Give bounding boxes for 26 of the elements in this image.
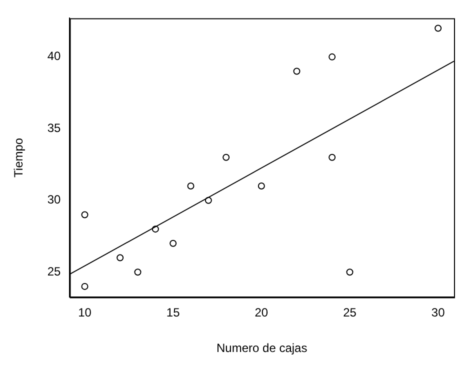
point	[293, 68, 300, 75]
y-tick-label: 35	[47, 120, 62, 135]
point	[152, 226, 159, 233]
y-axis-title: Tiempo	[12, 138, 26, 178]
x-tick-label: 25	[343, 306, 357, 320]
point	[258, 182, 265, 190]
point	[434, 24, 442, 32]
point	[81, 211, 88, 218]
y-tick-label: 40	[47, 49, 62, 64]
point	[81, 282, 88, 290]
point	[346, 268, 354, 276]
point	[134, 268, 142, 276]
point	[204, 196, 212, 204]
point	[170, 240, 177, 247]
y-tick-label: 30	[47, 192, 62, 207]
point	[328, 53, 336, 60]
y-tick-label: 25	[47, 264, 62, 278]
x-tick-label: 30	[431, 306, 446, 320]
x-tick-label: 20	[254, 306, 268, 320]
point	[328, 154, 336, 161]
x-tick-label: 15	[166, 306, 180, 320]
x-tick-label: 10	[78, 306, 92, 320]
point	[116, 254, 124, 262]
x-axis-title: Numero de cajas	[216, 341, 308, 356]
point	[187, 182, 194, 190]
point	[222, 154, 230, 161]
